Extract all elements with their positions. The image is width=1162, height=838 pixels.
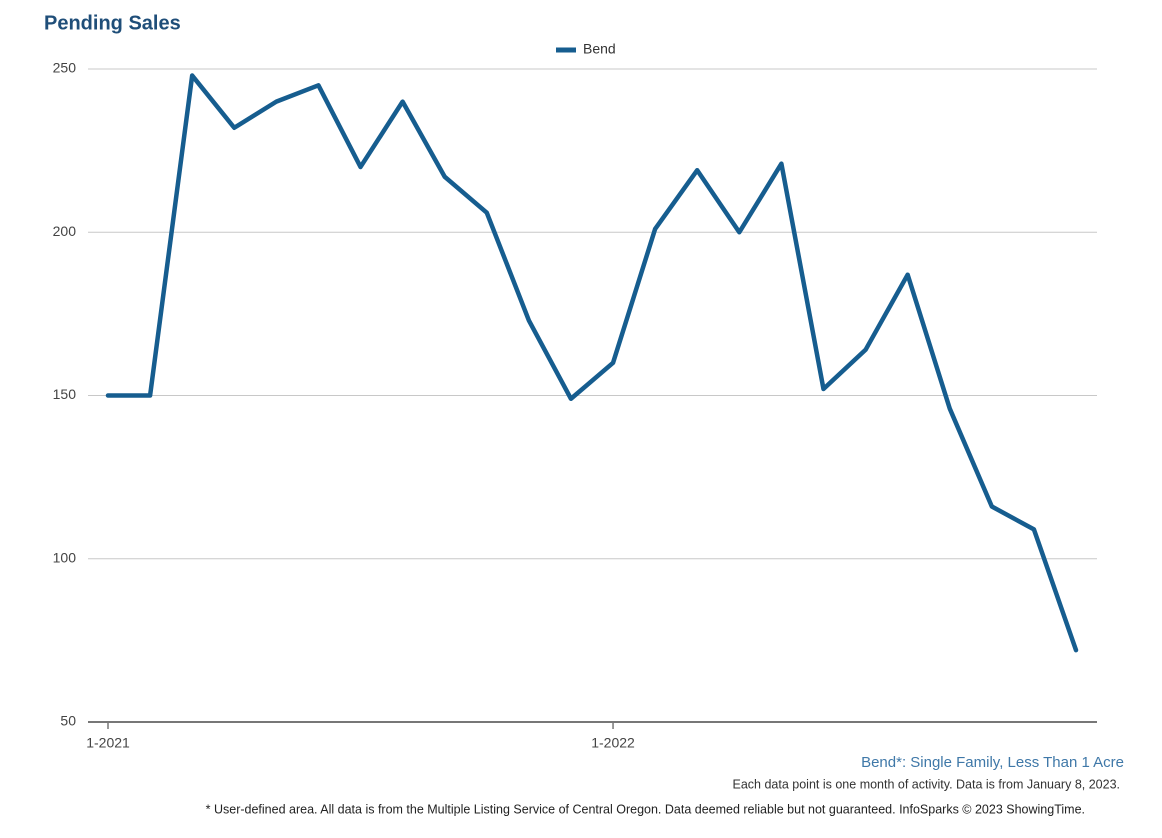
y-tick-label: 100 [53, 549, 77, 565]
y-tick-label: 50 [60, 713, 76, 729]
x-tick-label: 1-2022 [591, 735, 635, 751]
y-tick-label: 200 [53, 223, 77, 239]
subtitle: Bend*: Single Family, Less Than 1 Acre [861, 754, 1124, 771]
x-tick-label: 1-2021 [86, 735, 130, 751]
y-tick-label: 250 [53, 60, 77, 76]
legend-label: Bend [583, 41, 616, 57]
y-tick-label: 150 [53, 386, 77, 402]
note: * User-defined area. All data is from th… [206, 802, 1085, 816]
data-line [105, 73, 1079, 653]
chart-title: Pending Sales [44, 12, 181, 34]
note: Each data point is one month of activity… [733, 777, 1120, 791]
